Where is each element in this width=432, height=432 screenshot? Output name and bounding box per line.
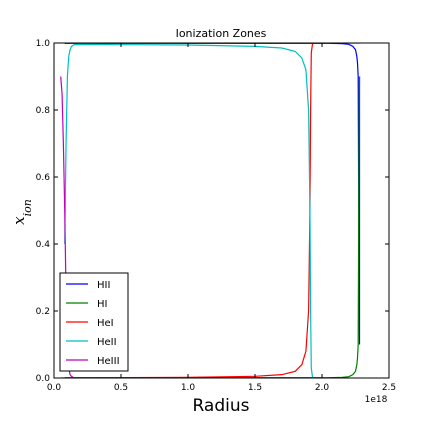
y-tick-label: 0.8 xyxy=(36,106,51,116)
x-tick-label: 2.0 xyxy=(315,383,330,393)
x-axis-label: Radius xyxy=(192,396,249,416)
x-tick-label: 0.0 xyxy=(47,383,62,393)
legend-label-heiii: HeIII xyxy=(97,356,120,367)
y-tick-label: 0.4 xyxy=(36,240,51,250)
y-axis-label: xion xyxy=(10,199,34,225)
y-axis-label-base: x xyxy=(10,216,28,225)
legend-label-hii: HII xyxy=(97,280,110,291)
plot-frame xyxy=(53,42,390,379)
series-line-heii xyxy=(64,43,314,378)
y-tick-label: 1.0 xyxy=(36,39,51,49)
y-tick-label: 0.0 xyxy=(36,374,51,384)
legend-label-hi: HI xyxy=(97,299,107,310)
y-tick-label: 0.6 xyxy=(36,173,51,183)
x-tick-label: 1.0 xyxy=(181,383,196,393)
series-line-hei xyxy=(60,43,360,378)
x-tick-label: 2.5 xyxy=(382,383,396,393)
y-tick-label: 0.2 xyxy=(36,307,50,317)
plot-area: 0.0 0.5 1.0 1.5 2.0 2.5 0.0 0.2 0.4 0.6 0.8 1.0 xyxy=(36,39,396,393)
x-tick-label: 0.5 xyxy=(114,383,128,393)
legend-label-heii: HeII xyxy=(97,337,117,348)
x-offset-label: 1e18 xyxy=(365,395,388,405)
chart-title: Ionization Zones xyxy=(176,27,267,40)
legend-label-hei: HeI xyxy=(97,318,114,329)
ticks-group: 0.0 0.5 1.0 1.5 2.0 2.5 0.0 0.2 0.4 0.6 0.8 1.0 xyxy=(36,39,396,393)
legend: HII HI HeI HeII HeIII xyxy=(59,272,129,372)
y-axis-label-sub: ion xyxy=(21,199,34,216)
x-tick-label: 1.5 xyxy=(248,383,262,393)
